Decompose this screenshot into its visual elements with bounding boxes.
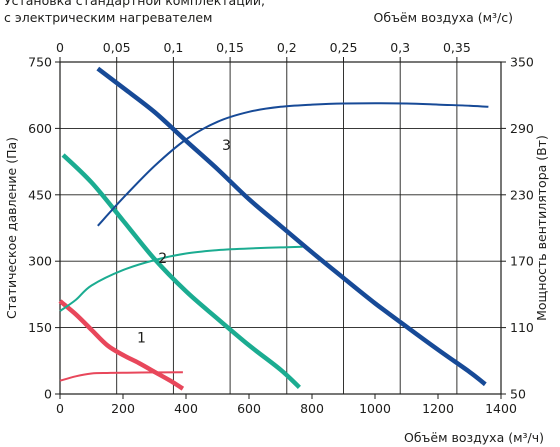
x-bottom-tick-label: 1200 bbox=[422, 401, 454, 416]
x-top-tick-label: 0,05 bbox=[103, 40, 131, 55]
x-top-tick-label: 0,25 bbox=[330, 40, 358, 55]
y-right-tick-label: 230 bbox=[510, 187, 534, 202]
series-2-pressure-line bbox=[61, 153, 301, 390]
x-bottom-axis-title: Объём воздуха (м³/ч) bbox=[404, 430, 544, 445]
chart-title-line-1: Установка стандартной комплектации, bbox=[4, 0, 265, 8]
series-3-label: 3 bbox=[222, 138, 231, 154]
x-top-tick-label: 0,1 bbox=[163, 40, 183, 55]
x-bottom-tick-label: 1400 bbox=[485, 401, 517, 416]
x-top-tick-label: 0 bbox=[56, 40, 64, 55]
series-1-power-line bbox=[59, 371, 183, 382]
y-right-axis-title: Мощность вентилятора (Вт) bbox=[534, 135, 549, 321]
x-bottom-tick-label: 0 bbox=[56, 401, 64, 416]
series-1-pressure-line bbox=[58, 299, 185, 391]
y-right-tick-label: 170 bbox=[510, 254, 534, 269]
series-2-power-line bbox=[59, 245, 303, 312]
x-bottom-tick-label: 1000 bbox=[359, 401, 391, 416]
x-bottom-tick-label: 200 bbox=[111, 401, 135, 416]
x-top-tick-label: 0,2 bbox=[277, 40, 297, 55]
x-top-tick-label: 0,35 bbox=[443, 40, 471, 55]
y-left-tick-label: 450 bbox=[28, 187, 52, 202]
series-3-pressure-line bbox=[96, 66, 487, 387]
series bbox=[58, 66, 489, 391]
x-top-axis-title: Объём воздуха (м³/с) bbox=[374, 10, 513, 25]
x-bottom-tick-label: 800 bbox=[300, 401, 324, 416]
series-1-label: 1 bbox=[137, 331, 146, 347]
x-top-tick-label: 0,15 bbox=[216, 40, 244, 55]
axis-ticks: 0 0,05 0,1 0,15 0,2 0,25 0,3 0,3501503004506007… bbox=[28, 40, 534, 416]
y-right-tick-label: 290 bbox=[510, 121, 534, 136]
plot-frame bbox=[59, 61, 502, 395]
y-left-axis-title: Статическое давление (Па) bbox=[4, 137, 19, 319]
series-2-label: 2 bbox=[158, 251, 167, 267]
y-right-tick-label: 110 bbox=[510, 320, 534, 335]
series-labels: 1 2 3 bbox=[137, 138, 231, 347]
y-left-tick-label: 150 bbox=[28, 320, 52, 335]
y-right-tick-label: 350 bbox=[510, 55, 534, 70]
x-bottom-tick-label: 400 bbox=[174, 401, 198, 416]
y-left-tick-label: 0 bbox=[44, 387, 52, 402]
y-right-tick-label: 50 bbox=[510, 387, 526, 402]
y-left-tick-label: 600 bbox=[28, 121, 52, 136]
x-bottom-tick-label: 600 bbox=[237, 401, 261, 416]
y-left-tick-label: 300 bbox=[28, 254, 52, 269]
series-3-power-line bbox=[97, 102, 489, 227]
y-left-tick-label: 750 bbox=[28, 55, 52, 70]
x-top-tick-label: 0,3 bbox=[390, 40, 410, 55]
chart-title-line-2: с электрическим нагревателем bbox=[4, 10, 212, 25]
